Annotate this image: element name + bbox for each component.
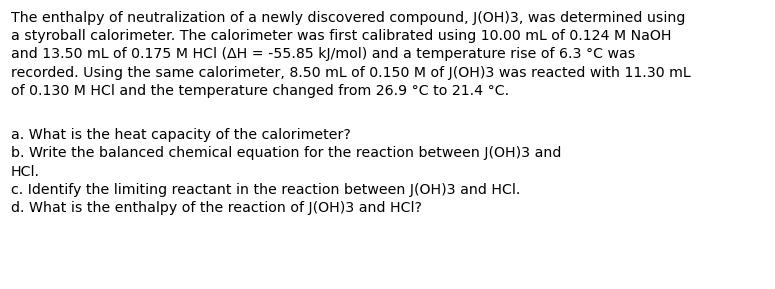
Text: The enthalpy of neutralization of a newly discovered compound, J(OH)3, was deter: The enthalpy of neutralization of a newl… [11, 11, 691, 98]
Text: a. What is the heat capacity of the calorimeter?
b. Write the balanced chemical : a. What is the heat capacity of the calo… [11, 128, 561, 215]
